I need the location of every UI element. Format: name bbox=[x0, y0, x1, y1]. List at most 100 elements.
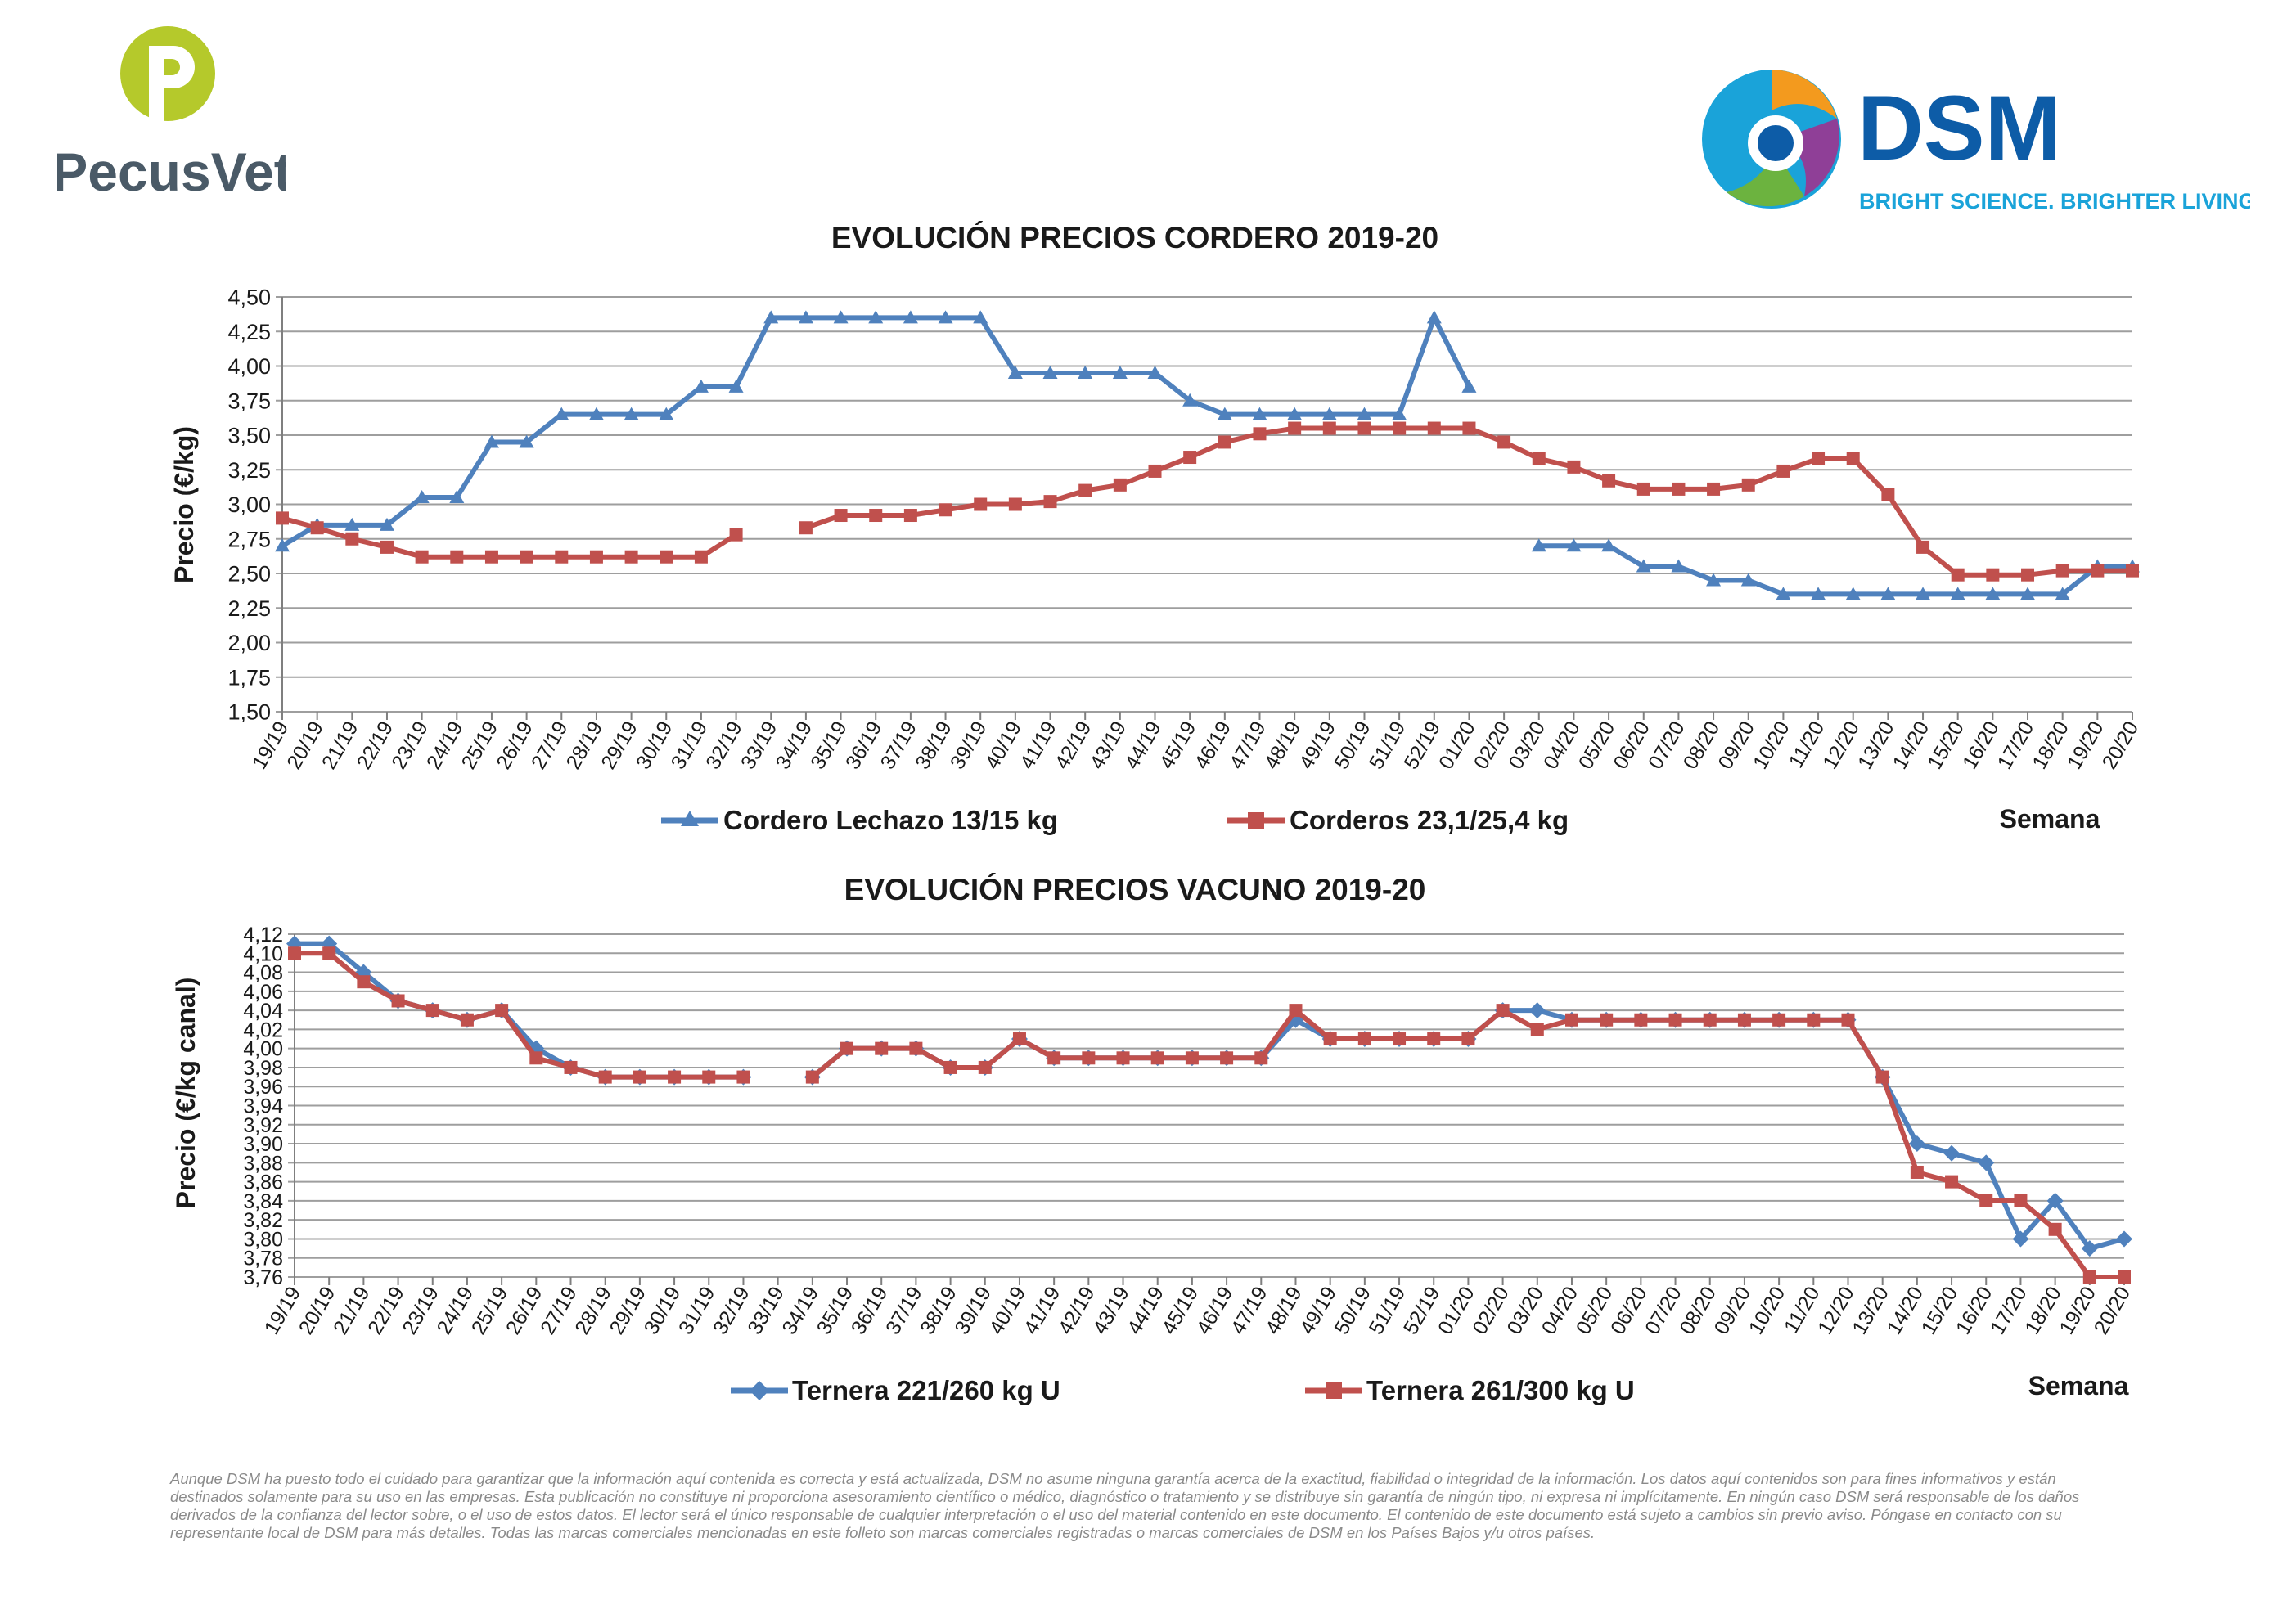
data-point bbox=[1393, 421, 1407, 435]
series-2 bbox=[276, 421, 2139, 582]
disclaimer-text: Aunque DSM ha puesto todo el cuidado par… bbox=[170, 1470, 2080, 1541]
data-point bbox=[938, 310, 953, 324]
data-point bbox=[1875, 1070, 1889, 1084]
x-tick-label: 47/19 bbox=[1225, 717, 1271, 773]
data-point bbox=[1741, 478, 1755, 492]
data-point bbox=[798, 310, 813, 324]
series-line bbox=[1538, 543, 2132, 597]
y-tick-label: 4,02 bbox=[243, 1018, 283, 1041]
data-point bbox=[659, 407, 674, 420]
data-point bbox=[2048, 1222, 2062, 1236]
data-point bbox=[1116, 1051, 1130, 1065]
data-point bbox=[1254, 1051, 1268, 1065]
data-point bbox=[1601, 538, 1617, 552]
data-point bbox=[1185, 1051, 1199, 1065]
data-point bbox=[1668, 1013, 1682, 1027]
data-point bbox=[702, 1070, 716, 1084]
dsm-brand-text: DSM bbox=[1857, 77, 2061, 179]
data-point bbox=[868, 310, 884, 324]
data-point bbox=[2020, 587, 2036, 600]
data-point bbox=[1253, 427, 1267, 441]
pecusvet-logo: PecusVet bbox=[57, 23, 286, 203]
data-point bbox=[1841, 1013, 1855, 1027]
data-point bbox=[1807, 1013, 1821, 1027]
y-tick-label: 3,82 bbox=[243, 1209, 283, 1232]
data-point bbox=[840, 1041, 854, 1055]
dsm-logo: DSM BRIGHT SCIENCE. BRIGHTER LIVING. bbox=[1694, 61, 2250, 233]
data-point bbox=[763, 310, 779, 324]
y-tick-label: 3,25 bbox=[227, 458, 271, 483]
data-point bbox=[1322, 421, 1336, 435]
data-point bbox=[554, 407, 569, 420]
data-point bbox=[589, 550, 603, 564]
data-point bbox=[1007, 365, 1023, 379]
y-axis-label-vacuno: Precio (€/kg canal) bbox=[171, 978, 200, 1209]
data-point bbox=[484, 434, 499, 448]
data-point bbox=[1078, 365, 1093, 379]
data-point bbox=[1985, 587, 2001, 600]
data-point bbox=[414, 490, 430, 504]
y-tick-label: 4,10 bbox=[243, 942, 283, 965]
data-point bbox=[2055, 587, 2070, 600]
data-point bbox=[694, 550, 708, 564]
data-point bbox=[460, 1013, 474, 1027]
x-tick-label: 09/20 bbox=[1713, 717, 1759, 773]
data-point bbox=[1147, 365, 1163, 379]
data-point bbox=[1497, 435, 1511, 449]
data-point bbox=[1636, 482, 1650, 496]
data-point bbox=[1287, 407, 1303, 420]
x-tick-label: 40/19 bbox=[981, 717, 1027, 773]
x-tick-label: 30/19 bbox=[632, 717, 678, 773]
y-tick-label: 3,75 bbox=[227, 389, 271, 413]
x-tick-label: 19/19 bbox=[248, 717, 294, 773]
data-point bbox=[1217, 407, 1232, 420]
data-point bbox=[1289, 1004, 1303, 1018]
y-tick-label: 4,08 bbox=[243, 962, 283, 985]
x-tick-label: 15/20 bbox=[1923, 717, 1969, 773]
y-tick-label: 2,00 bbox=[227, 631, 271, 655]
data-point bbox=[1737, 1013, 1751, 1027]
data-point bbox=[2012, 1230, 2029, 1248]
data-point bbox=[1078, 483, 1092, 497]
data-point bbox=[344, 517, 360, 531]
x-tick-label: 20/20 bbox=[2098, 717, 2144, 773]
y-tick-label: 3,88 bbox=[243, 1152, 283, 1175]
x-tick-label: 26/19 bbox=[492, 717, 538, 773]
data-point bbox=[449, 490, 465, 504]
data-point bbox=[1047, 1051, 1061, 1065]
legend-marker-lechazo bbox=[681, 811, 699, 826]
data-point bbox=[450, 550, 464, 564]
legend-vacuno: Ternera 221/260 kg U Ternera 261/300 kg … bbox=[731, 1375, 1635, 1405]
y-tick-label: 3,80 bbox=[243, 1228, 283, 1251]
data-point bbox=[391, 994, 405, 1008]
data-point bbox=[322, 946, 336, 960]
data-point bbox=[668, 1070, 682, 1084]
data-point bbox=[380, 540, 394, 554]
data-point bbox=[1634, 1013, 1648, 1027]
y-tick-label: 1,50 bbox=[227, 700, 271, 725]
data-point bbox=[1776, 464, 1790, 478]
data-point bbox=[1672, 482, 1686, 496]
chart-title-vacuno: EVOLUCIÓN PRECIOS VACUNO 2019-20 bbox=[844, 872, 1426, 906]
data-point bbox=[978, 1060, 992, 1074]
y-tick-label: 3,00 bbox=[227, 492, 271, 517]
data-point bbox=[1846, 452, 1860, 465]
data-point bbox=[1916, 540, 1930, 554]
pecusvet-brand-text: PecusVet bbox=[57, 142, 286, 202]
legend-marker-corderos bbox=[1248, 812, 1264, 829]
x-tick-label: 52/19 bbox=[1399, 717, 1445, 773]
x-tick-label: 20/19 bbox=[282, 717, 328, 773]
plot-area-vacuno: 3,763,783,803,823,843,863,883,903,923,94… bbox=[243, 924, 2135, 1338]
data-point bbox=[2118, 1270, 2131, 1284]
data-point bbox=[1461, 379, 1477, 393]
data-point bbox=[909, 1041, 923, 1055]
data-point bbox=[1323, 1032, 1337, 1046]
x-tick-label: 22/19 bbox=[353, 717, 398, 773]
data-point bbox=[1908, 1135, 1925, 1153]
legend-label-ternera-261: Ternera 261/300 kg U bbox=[1366, 1375, 1635, 1405]
data-point bbox=[660, 550, 673, 564]
data-point bbox=[799, 521, 813, 535]
data-point bbox=[1148, 464, 1162, 478]
y-tick-label: 1,75 bbox=[227, 665, 271, 690]
data-point bbox=[1986, 568, 2000, 582]
